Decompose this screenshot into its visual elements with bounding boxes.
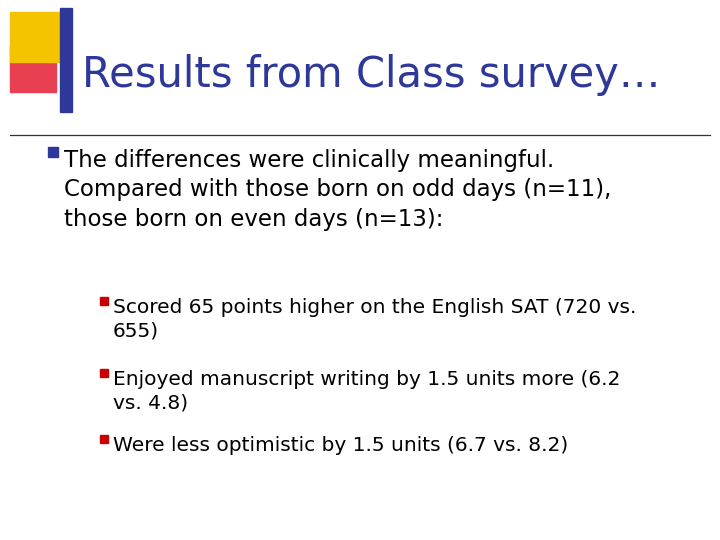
Bar: [60, 8, 72, 112]
Text: Results from Class survey…: Results from Class survey…: [82, 54, 660, 96]
Text: Were less optimistic by 1.5 units (6.7 vs. 8.2): Were less optimistic by 1.5 units (6.7 v…: [113, 436, 568, 455]
Bar: [100, 297, 108, 305]
Text: The differences were clinically meaningful.
Compared with those born on odd days: The differences were clinically meaningf…: [64, 149, 611, 231]
Bar: [10, 12, 62, 62]
Bar: [10, 46, 56, 92]
Text: Enjoyed manuscript writing by 1.5 units more (6.2
vs. 4.8): Enjoyed manuscript writing by 1.5 units …: [113, 370, 621, 413]
Bar: [100, 369, 108, 377]
Text: Scored 65 points higher on the English SAT (720 vs.
655): Scored 65 points higher on the English S…: [113, 298, 636, 341]
Bar: [100, 435, 108, 443]
Bar: [48, 147, 58, 157]
